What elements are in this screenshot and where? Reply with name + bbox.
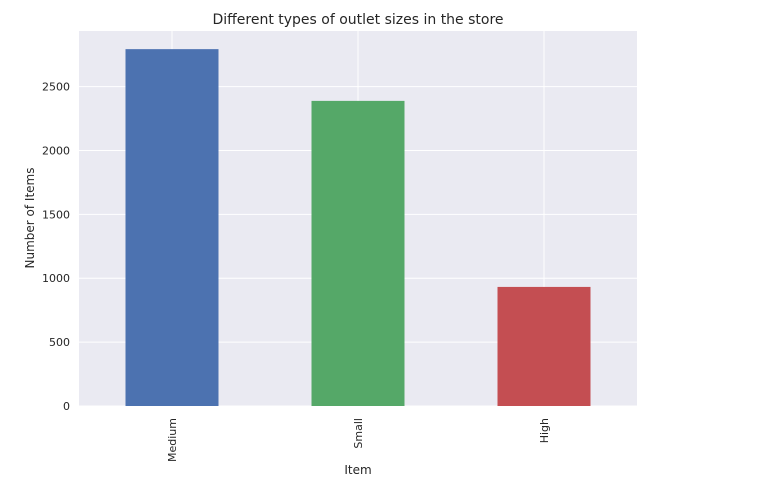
x-axis-label: Item	[344, 463, 371, 477]
y-tick-labels: 0 500 1000 1500 2000 2500	[42, 81, 70, 413]
x-tick-label: Medium	[166, 418, 179, 462]
y-tick-label: 500	[49, 336, 70, 349]
x-tick-label: Small	[352, 418, 365, 449]
y-tick-label: 2500	[42, 81, 70, 94]
chart-title: Different types of outlet sizes in the s…	[212, 12, 503, 28]
x-tick-labels: Medium Small High	[166, 418, 551, 462]
bar-medium	[125, 49, 219, 407]
y-tick-label: 1000	[42, 272, 70, 285]
x-tick-label: High	[538, 418, 551, 443]
bars	[125, 49, 591, 407]
bar-high	[497, 286, 591, 406]
bar-small	[311, 100, 405, 406]
y-tick-label: 1500	[42, 208, 70, 221]
y-axis-label: Number of Items	[23, 168, 37, 269]
y-tick-label: 2000	[42, 144, 70, 157]
y-tick-label: 0	[63, 400, 70, 413]
